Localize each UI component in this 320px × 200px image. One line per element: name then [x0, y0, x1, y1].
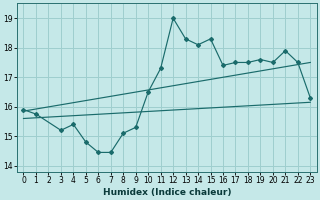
X-axis label: Humidex (Indice chaleur): Humidex (Indice chaleur) [103, 188, 231, 197]
